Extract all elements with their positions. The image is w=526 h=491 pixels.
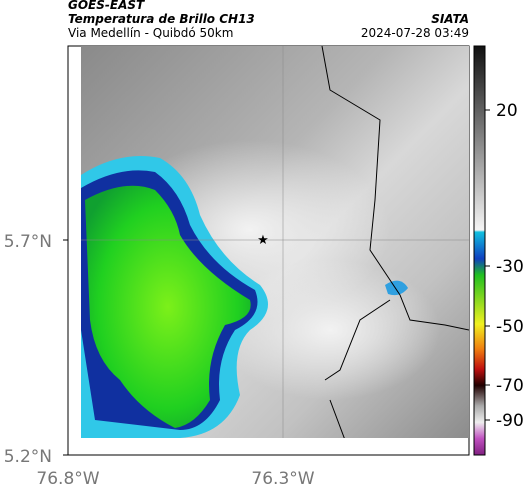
source: SIATA xyxy=(431,12,469,26)
y-tick-label: 5.7°N xyxy=(4,232,52,252)
subtitle: Temperatura de Brillo CH13 xyxy=(68,12,255,26)
y-tick-label: 5.2°N xyxy=(4,447,52,467)
x-tick-label: 76.3°W xyxy=(251,469,314,489)
location: Via Medellín - Quibdó 50km xyxy=(68,26,233,40)
satellite-image xyxy=(81,46,469,438)
colorbar-tick-label: -30 xyxy=(496,257,524,277)
title: GOES-EAST xyxy=(68,0,145,12)
colorbar-tick-label: -50 xyxy=(496,317,524,337)
colorbar-tick-label: -90 xyxy=(496,411,524,431)
x-tick-label: 76.8°W xyxy=(36,469,99,489)
colorbar-tick-label: 20 xyxy=(496,101,518,121)
colorbar-tick-label: -70 xyxy=(496,376,524,396)
colorbar xyxy=(473,45,486,456)
timestamp: 2024-07-28 03:49 xyxy=(361,26,469,40)
city-marker: ★ xyxy=(257,233,269,248)
